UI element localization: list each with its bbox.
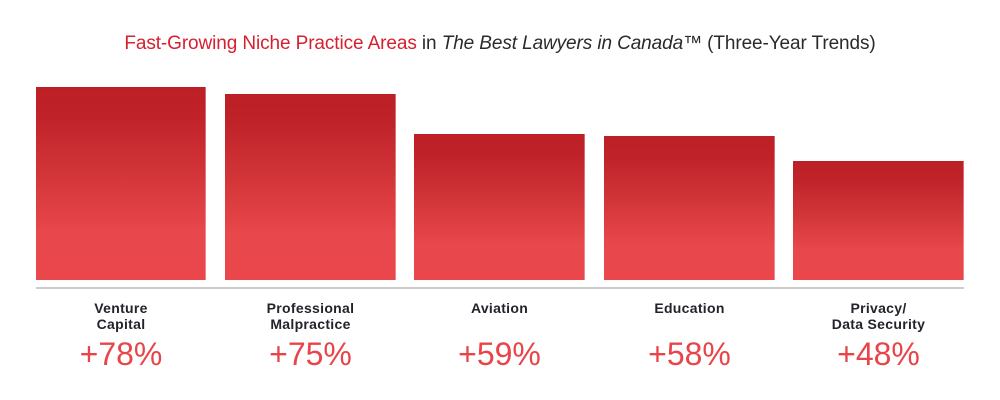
title-tail: ™ (Three-Year Trends) [683, 33, 876, 54]
label-line: Aviation [470, 300, 529, 316]
label-line: Data Security [831, 316, 926, 332]
category-label: Education [604, 300, 775, 316]
label-line: Privacy/ [850, 300, 907, 316]
label-line: Education [654, 300, 725, 316]
value-label: +75% [269, 336, 352, 372]
bar-venture-capital [36, 87, 206, 280]
bar-professional-malpractice [225, 94, 396, 280]
category-label: Professional Malpractice [225, 300, 396, 332]
bar-privacy-data-security [793, 161, 964, 280]
category-label: Privacy/Data Security [793, 300, 964, 332]
category-label: Aviation [414, 300, 585, 316]
chart-title: Fast-Growing Niche Practice Areas in The… [0, 33, 1000, 55]
value-label: +59% [458, 336, 541, 372]
title-highlight: Fast-Growing Niche Practice Areas [124, 33, 417, 54]
label-line: Capital [96, 316, 146, 332]
value-label: +48% [837, 336, 920, 372]
category-label: Venture Capital [36, 300, 206, 332]
label-line: Malpractice [270, 316, 351, 332]
label-line: Professional [266, 300, 355, 316]
title-publication: The Best Lawyers in Canada [441, 33, 684, 54]
title-mid: in [416, 33, 442, 54]
bar-education [604, 136, 775, 280]
bar-aviation [414, 134, 585, 280]
label-line: Venture [94, 300, 148, 316]
value-label: +78% [79, 336, 163, 372]
value-label: +58% [648, 336, 731, 372]
baseline [36, 287, 964, 289]
